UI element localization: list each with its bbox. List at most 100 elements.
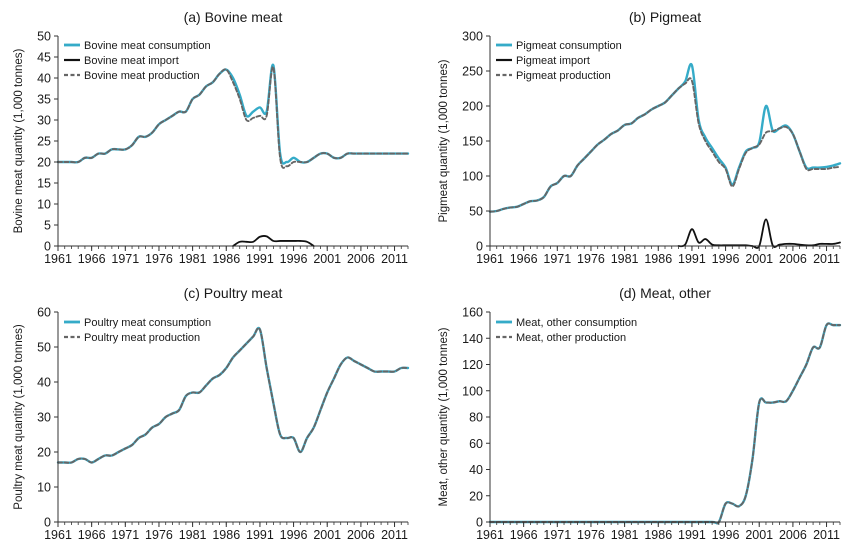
x-tick-label: 1961 — [476, 528, 504, 542]
y-tick-label: 120 — [462, 358, 483, 372]
y-tick-label: 30 — [37, 411, 51, 425]
y-tick-label: 60 — [37, 306, 51, 320]
y-tick-label: 250 — [462, 65, 483, 79]
x-tick-label: 1981 — [179, 528, 207, 542]
chart-title: (d) Meat, other — [619, 285, 711, 301]
chart-title: (b) Pigmeat — [629, 9, 701, 25]
y-tick-label: 30 — [37, 114, 51, 128]
x-tick-label: 2001 — [313, 528, 341, 542]
chart-title: (c) Poultry meat — [184, 285, 283, 301]
x-tick-label: 2006 — [347, 252, 375, 266]
x-tick-label: 1961 — [44, 252, 72, 266]
x-tick-label: 1966 — [510, 528, 538, 542]
y-tick-label: 100 — [462, 384, 483, 398]
y-tick-label: 20 — [37, 156, 51, 170]
x-tick-label: 1996 — [712, 252, 740, 266]
series-line-consumption — [56, 326, 410, 464]
y-tick-label: 35 — [37, 93, 51, 107]
y-tick-label: 140 — [462, 332, 483, 346]
legend-label: Pigmeat import — [516, 55, 590, 67]
series-line-production — [57, 327, 409, 464]
x-tick-label: 1986 — [212, 252, 240, 266]
x-tick-label: 1991 — [678, 528, 706, 542]
x-tick-label: 2011 — [381, 528, 408, 542]
x-tick-label: 1966 — [78, 252, 106, 266]
x-tick-label: 1996 — [280, 252, 308, 266]
x-tick-label: 1966 — [510, 252, 538, 266]
y-tick-label: 0 — [44, 240, 51, 254]
y-axis-label: Pigmeat quantity (1,000 tonnes) — [438, 59, 450, 222]
x-tick-label: 2006 — [347, 528, 375, 542]
y-tick-label: 20 — [37, 446, 51, 460]
legend-label: Poultry meat consumption — [84, 317, 211, 329]
y-tick-label: 0 — [476, 516, 483, 530]
y-tick-label: 150 — [462, 135, 483, 149]
y-tick-label: 300 — [462, 30, 483, 44]
x-tick-label: 2006 — [779, 252, 807, 266]
legend-label: Meat, other production — [516, 332, 626, 344]
series-line-production — [489, 77, 841, 213]
x-tick-label: 1996 — [280, 528, 308, 542]
y-tick-label: 40 — [469, 463, 483, 477]
x-tick-label: 1991 — [246, 252, 274, 266]
x-tick-label: 1986 — [644, 252, 672, 266]
legend-label: Bovine meat consumption — [84, 40, 211, 52]
y-tick-label: 0 — [44, 516, 51, 530]
x-tick-label: 1971 — [543, 528, 571, 542]
x-tick-label: 2001 — [745, 252, 773, 266]
series-line-import — [677, 218, 841, 249]
chart-title: (a) Bovine meat — [184, 9, 283, 25]
y-tick-label: 40 — [37, 376, 51, 390]
y-tick-label: 20 — [469, 489, 483, 503]
series-line-consumption — [488, 62, 842, 213]
y-tick-label: 10 — [37, 481, 51, 495]
x-tick-label: 1991 — [246, 528, 274, 542]
x-tick-label: 1986 — [212, 528, 240, 542]
legend-label: Meat, other consumption — [516, 317, 637, 329]
y-tick-label: 25 — [37, 135, 51, 149]
x-tick-label: 1981 — [611, 528, 639, 542]
x-tick-label: 2011 — [813, 252, 840, 266]
y-tick-label: 160 — [462, 306, 483, 320]
legend-label: Pigmeat production — [516, 70, 611, 82]
x-tick-label: 1961 — [44, 528, 72, 542]
x-tick-label: 1981 — [179, 252, 207, 266]
x-tick-label: 1971 — [543, 252, 571, 266]
y-axis-label: Bovine meat quantity (1,000 tonnes) — [13, 48, 25, 233]
legend-label: Bovine meat production — [84, 70, 200, 82]
y-tick-label: 10 — [37, 198, 51, 212]
y-axis-label: Poultry meat quantity (1,000 tonnes) — [13, 324, 25, 510]
x-tick-label: 1986 — [644, 528, 672, 542]
meat-other-chart: (d) Meat, other Meat, other quantity (1,… — [438, 285, 842, 542]
y-tick-label: 45 — [37, 51, 51, 65]
x-tick-label: 1971 — [111, 252, 139, 266]
x-tick-label: 1996 — [712, 528, 740, 542]
x-tick-label: 2011 — [381, 252, 408, 266]
y-tick-label: 15 — [37, 177, 51, 191]
x-tick-label: 1961 — [476, 252, 504, 266]
x-tick-label: 1976 — [145, 252, 173, 266]
x-tick-label: 1991 — [678, 252, 706, 266]
x-tick-label: 1976 — [145, 528, 173, 542]
legend-label: Bovine meat import — [84, 55, 179, 67]
x-tick-label: 2001 — [745, 528, 773, 542]
y-tick-label: 50 — [469, 205, 483, 219]
y-tick-label: 80 — [469, 411, 483, 425]
x-tick-label: 1976 — [577, 528, 605, 542]
legend-label: Pigmeat consumption — [516, 40, 622, 52]
y-tick-label: 50 — [37, 30, 51, 44]
x-tick-label: 1976 — [577, 252, 605, 266]
x-tick-label: 2006 — [779, 528, 807, 542]
y-tick-label: 60 — [469, 437, 483, 451]
series-line-production — [57, 66, 409, 169]
series-line-consumption — [488, 322, 842, 525]
x-tick-label: 1971 — [111, 528, 139, 542]
x-tick-label: 2011 — [813, 528, 840, 542]
y-tick-label: 50 — [37, 341, 51, 355]
poultry-meat-chart: (c) Poultry meat Poultry meat quantity (… — [13, 285, 410, 542]
y-tick-label: 40 — [37, 72, 51, 86]
pigmeat-chart: (b) Pigmeat Pigmeat quantity (1,000 tonn… — [438, 9, 842, 266]
x-tick-label: 2001 — [313, 252, 341, 266]
bovine-meat-chart: (a) Bovine meat Bovine meat quantity (1,… — [13, 9, 410, 266]
